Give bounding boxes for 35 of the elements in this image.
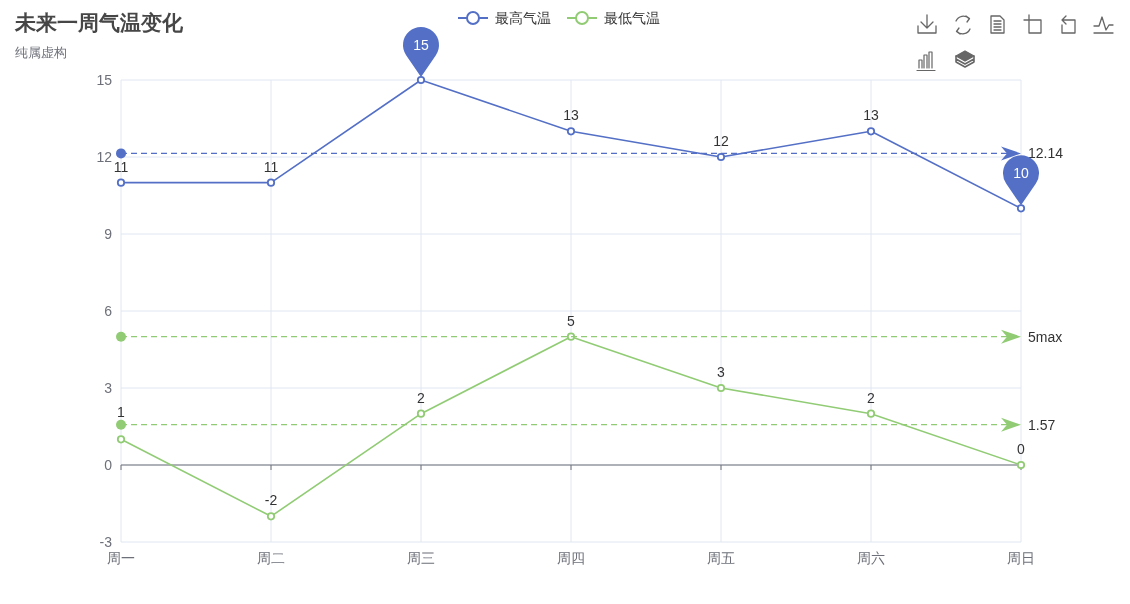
pin-label: 15 xyxy=(413,37,429,53)
data-label: 1 xyxy=(117,403,125,420)
x-tick-label: 周五 xyxy=(707,550,735,566)
x-tick-label: 周四 xyxy=(557,550,585,566)
x-tick-label: 周六 xyxy=(857,550,885,566)
data-label: 3 xyxy=(717,364,725,380)
data-label: 12 xyxy=(713,133,729,149)
data-label: 0 xyxy=(1017,441,1025,457)
ref-line-label: 5max xyxy=(1028,328,1063,345)
ref-line-label: 1.57 xyxy=(1028,416,1056,433)
data-label: 13 xyxy=(863,107,879,124)
y-tick-label: 15 xyxy=(96,72,112,88)
legend-label: 最高气温 xyxy=(495,10,551,26)
y-tick-label: 12 xyxy=(96,149,112,165)
pin-label: 10 xyxy=(1013,165,1029,182)
x-tick-label: 周日 xyxy=(1007,550,1035,566)
y-tick-label: 0 xyxy=(104,457,112,473)
x-tick-label: 周二 xyxy=(257,550,285,566)
y-tick-label: 9 xyxy=(104,226,112,242)
data-label: 5 xyxy=(567,312,575,329)
legend-label: 最低气温 xyxy=(604,10,660,26)
title: 未来一周气温变化 xyxy=(15,11,183,34)
data-label: 11 xyxy=(113,158,129,175)
data-label: 13 xyxy=(563,107,579,124)
x-tick-label: 周一 xyxy=(107,550,135,566)
x-tick-label: 周三 xyxy=(407,550,435,566)
data-label: -2 xyxy=(264,492,278,509)
subtitle: 纯属虚构 xyxy=(15,45,67,60)
ref-line-label: 12.14 xyxy=(1028,145,1064,162)
data-label: 11 xyxy=(263,158,279,175)
y-tick-label: 6 xyxy=(104,303,112,319)
y-tick-label: 3 xyxy=(104,380,112,396)
y-tick-label: -3 xyxy=(99,534,112,550)
data-label: 2 xyxy=(867,389,875,406)
data-label: 2 xyxy=(417,389,425,406)
